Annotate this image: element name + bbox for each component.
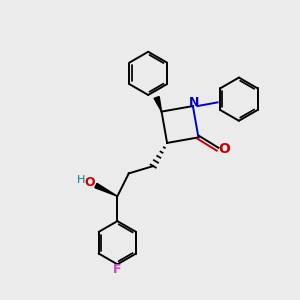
Text: O: O bbox=[218, 142, 230, 156]
Text: N: N bbox=[189, 96, 200, 109]
Polygon shape bbox=[95, 183, 117, 196]
Text: F: F bbox=[113, 263, 122, 276]
Text: O: O bbox=[84, 176, 94, 189]
Text: H: H bbox=[77, 175, 85, 185]
Polygon shape bbox=[154, 97, 162, 112]
